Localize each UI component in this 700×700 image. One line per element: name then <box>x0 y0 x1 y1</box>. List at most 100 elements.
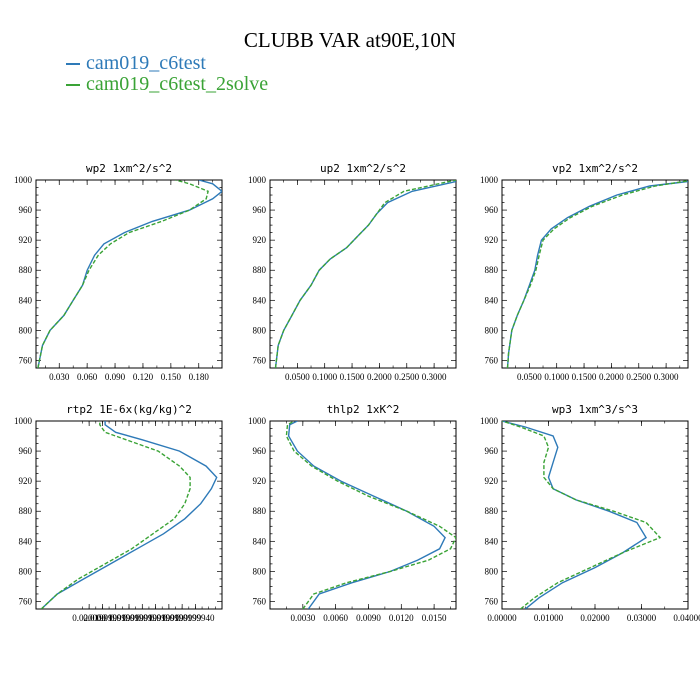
x-tick-label: 0.2000 <box>599 372 624 382</box>
y-tick-label: 920 <box>485 235 499 245</box>
chart-panel: up2 1xm^2/s^2 760 800 840 880 920 960 1000 0.050… <box>248 162 457 382</box>
y-tick-label: 760 <box>253 355 267 365</box>
x-tick-label: 0.120 <box>133 372 154 382</box>
y-tick-label: 1000 <box>480 175 499 185</box>
y-tick-label: 880 <box>19 265 33 275</box>
y-tick-label: 840 <box>253 295 267 305</box>
panel-title: thlp2 1xK^2 <box>327 403 400 416</box>
panel-title: rtp2 1E-6x(kg/kg)^2 <box>66 403 192 416</box>
y-tick-label: 840 <box>485 536 499 546</box>
y-tick-label: 960 <box>19 446 33 456</box>
x-tick-label: 0.150 <box>161 372 182 382</box>
panel-title: vp2 1xm^2/s^2 <box>552 162 638 175</box>
y-tick-label: 920 <box>253 235 267 245</box>
panel-title: wp3 1xm^3/s^3 <box>552 403 638 416</box>
series-line <box>37 180 222 368</box>
series-line <box>40 421 191 609</box>
y-tick-label: 920 <box>485 476 499 486</box>
x-tick-label: 0.0199940 <box>176 613 215 623</box>
legend-swatch <box>66 84 80 87</box>
x-tick-label: 0.1500 <box>340 372 365 382</box>
x-tick-label: 0.0199999 <box>163 613 202 623</box>
panel-title: up2 1xm^2/s^2 <box>320 162 406 175</box>
x-tick-label: 0.030 <box>49 372 70 382</box>
plot-frame <box>269 420 457 610</box>
y-tick-label: 880 <box>485 265 499 275</box>
chart-panel: wp2 1xm^2/s^2 760 800 840 880 920 960 1000 0.030… <box>14 162 223 382</box>
y-tick-label: 840 <box>19 536 33 546</box>
series-line <box>274 180 456 368</box>
x-tick-label: 0.0199999 <box>110 613 149 623</box>
series-line <box>287 421 446 609</box>
y-tick-label: 960 <box>485 205 499 215</box>
x-tick-label: 0.090 <box>105 372 126 382</box>
y-tick-label: 960 <box>19 205 33 215</box>
y-tick-label: 760 <box>19 355 33 365</box>
x-tick-label: 0.0199999 <box>123 613 162 623</box>
plot-frame <box>35 420 223 610</box>
x-tick-label: 0.0030 <box>290 613 315 623</box>
series-line <box>502 421 662 609</box>
y-tick-label: 1000 <box>14 175 33 185</box>
series-line <box>285 421 456 609</box>
y-tick-label: 760 <box>253 596 267 606</box>
y-tick-label: 800 <box>485 566 499 576</box>
series-line <box>506 180 688 368</box>
y-tick-label: 880 <box>253 265 267 275</box>
x-tick-label: 0.2500 <box>626 372 651 382</box>
x-tick-label: 0.04000 <box>673 613 700 623</box>
chart-panel: vp2 1xm^2/s^2 760 800 840 880 920 960 1000 0.050… <box>480 162 689 382</box>
y-tick-label: 920 <box>253 476 267 486</box>
x-tick-label: 0.0150 <box>422 613 447 623</box>
x-tick-label: 0.0199999 <box>150 613 189 623</box>
series-line <box>40 421 218 609</box>
y-tick-label: 840 <box>485 295 499 305</box>
y-tick-label: 1000 <box>480 416 499 426</box>
y-tick-label: 800 <box>19 566 33 576</box>
y-tick-label: 760 <box>485 596 499 606</box>
series-line <box>37 180 209 368</box>
legend-item-c6test-2solve: cam019_c6test_2solve <box>66 73 268 96</box>
y-tick-label: 880 <box>19 506 33 516</box>
x-tick-label: 0.1000 <box>544 372 569 382</box>
x-tick-label: 0.0120 <box>389 613 414 623</box>
y-tick-label: 1000 <box>248 416 267 426</box>
plot-frame <box>501 420 689 610</box>
x-tick-label: 0.2500 <box>394 372 419 382</box>
x-tick-label: 0.0060 <box>323 613 348 623</box>
x-tick-label: 0.3000 <box>654 372 679 382</box>
y-tick-label: 840 <box>19 295 33 305</box>
chart-panel: wp3 1xm^3/s^3 760 800 840 880 920 960 1000 0.000… <box>480 403 700 623</box>
y-tick-label: 840 <box>253 536 267 546</box>
x-tick-label: 0.0199999 <box>83 613 122 623</box>
series-line <box>274 180 456 368</box>
chart-panel: thlp2 1xK^2 760 800 840 880 920 960 1000 0.0030 0… <box>248 403 457 623</box>
y-tick-label: 1000 <box>248 175 267 185</box>
y-tick-label: 760 <box>19 596 33 606</box>
chart-panel: rtp2 1E-6x(kg/kg)^2 760 800 840 880 920 960 100… <box>14 403 223 623</box>
y-tick-label: 960 <box>253 446 267 456</box>
x-tick-label: 0.0199999 <box>136 613 175 623</box>
x-tick-label: 0.02000 <box>580 613 610 623</box>
x-tick-label: 0.0500 <box>285 372 310 382</box>
y-tick-label: 800 <box>19 325 33 335</box>
y-tick-label: 920 <box>19 476 33 486</box>
panel-title: wp2 1xm^2/s^2 <box>86 162 172 175</box>
x-tick-label: 0.0090 <box>356 613 381 623</box>
x-tick-label: 0.020000 <box>72 613 106 623</box>
y-tick-label: 800 <box>253 566 267 576</box>
legend-label: cam019_c6test_2solve <box>86 73 269 95</box>
y-tick-label: 880 <box>253 506 267 516</box>
x-tick-label: 0.1500 <box>572 372 597 382</box>
x-tick-label: 0.180 <box>189 372 210 382</box>
y-tick-label: 800 <box>253 325 267 335</box>
x-tick-label: 0.00000 <box>487 613 517 623</box>
plot-frame <box>501 179 689 369</box>
x-tick-label: 0.1000 <box>312 372 337 382</box>
y-tick-label: 760 <box>485 355 499 365</box>
figure-title: CLUBB VAR at90E,10N <box>243 28 457 52</box>
plot-frame <box>269 179 457 369</box>
y-tick-label: 960 <box>485 446 499 456</box>
x-tick-label: 0.0199999 <box>97 613 136 623</box>
